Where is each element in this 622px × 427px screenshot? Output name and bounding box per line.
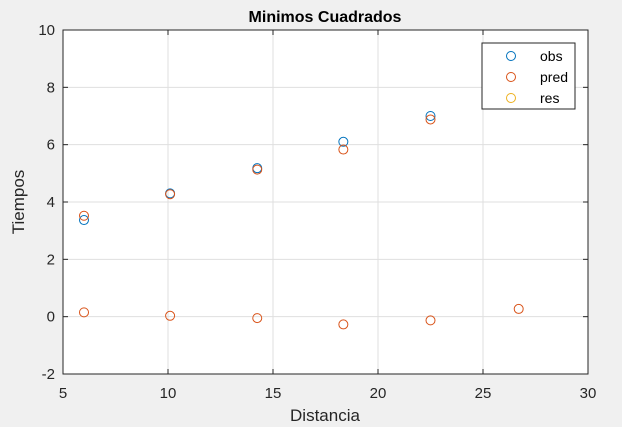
x-tick-label: 5 — [59, 385, 67, 402]
y-tick-label: -2 — [42, 366, 55, 383]
data-point — [165, 310, 176, 321]
legend-marker — [506, 93, 516, 103]
x-axis-label: Distancia — [290, 406, 360, 425]
data-points — [79, 111, 524, 330]
data-point — [165, 189, 176, 200]
y-tick-label: 10 — [38, 22, 55, 39]
data-point — [338, 136, 349, 147]
x-tick-label: 30 — [580, 385, 597, 402]
x-tick-label: 20 — [370, 385, 387, 402]
data-point — [338, 144, 349, 155]
series-pred — [79, 114, 436, 221]
y-tick-label: 4 — [47, 194, 55, 211]
tick-marks — [62, 29, 589, 375]
legend-marker — [506, 51, 516, 61]
legend-label: pred — [540, 69, 568, 85]
data-point — [425, 315, 436, 326]
y-tick-label: 6 — [47, 137, 55, 154]
legend-marker — [506, 72, 516, 82]
data-point — [252, 313, 263, 324]
data-point — [425, 111, 436, 121]
x-tick-label: 25 — [475, 385, 492, 402]
grid-lines — [62, 29, 589, 375]
data-point — [425, 114, 436, 125]
data-point — [79, 307, 89, 318]
y-tick-label: 0 — [47, 309, 55, 326]
data-point — [513, 303, 524, 314]
y-tick-labels: -2 0 2 4 6 8 10 — [38, 22, 55, 383]
y-tick-label: 8 — [47, 79, 55, 96]
legend-box — [481, 42, 576, 110]
chart-title: Minimos Cuadrados — [249, 9, 402, 26]
x-tick-label: 10 — [160, 385, 177, 402]
legend[interactable]: obs pred res — [481, 42, 576, 110]
legend-label: obs — [540, 48, 563, 64]
y-axis-label: Tiempos — [9, 170, 28, 235]
series-residual-3 — [79, 303, 524, 330]
data-point — [252, 164, 263, 175]
x-tick-labels: 5 10 15 20 25 30 — [59, 385, 597, 402]
data-point — [79, 210, 89, 221]
x-tick-label: 15 — [265, 385, 282, 402]
legend-label: res — [540, 90, 559, 106]
data-point — [79, 215, 89, 226]
data-point — [338, 319, 349, 330]
y-tick-label: 2 — [47, 251, 55, 268]
